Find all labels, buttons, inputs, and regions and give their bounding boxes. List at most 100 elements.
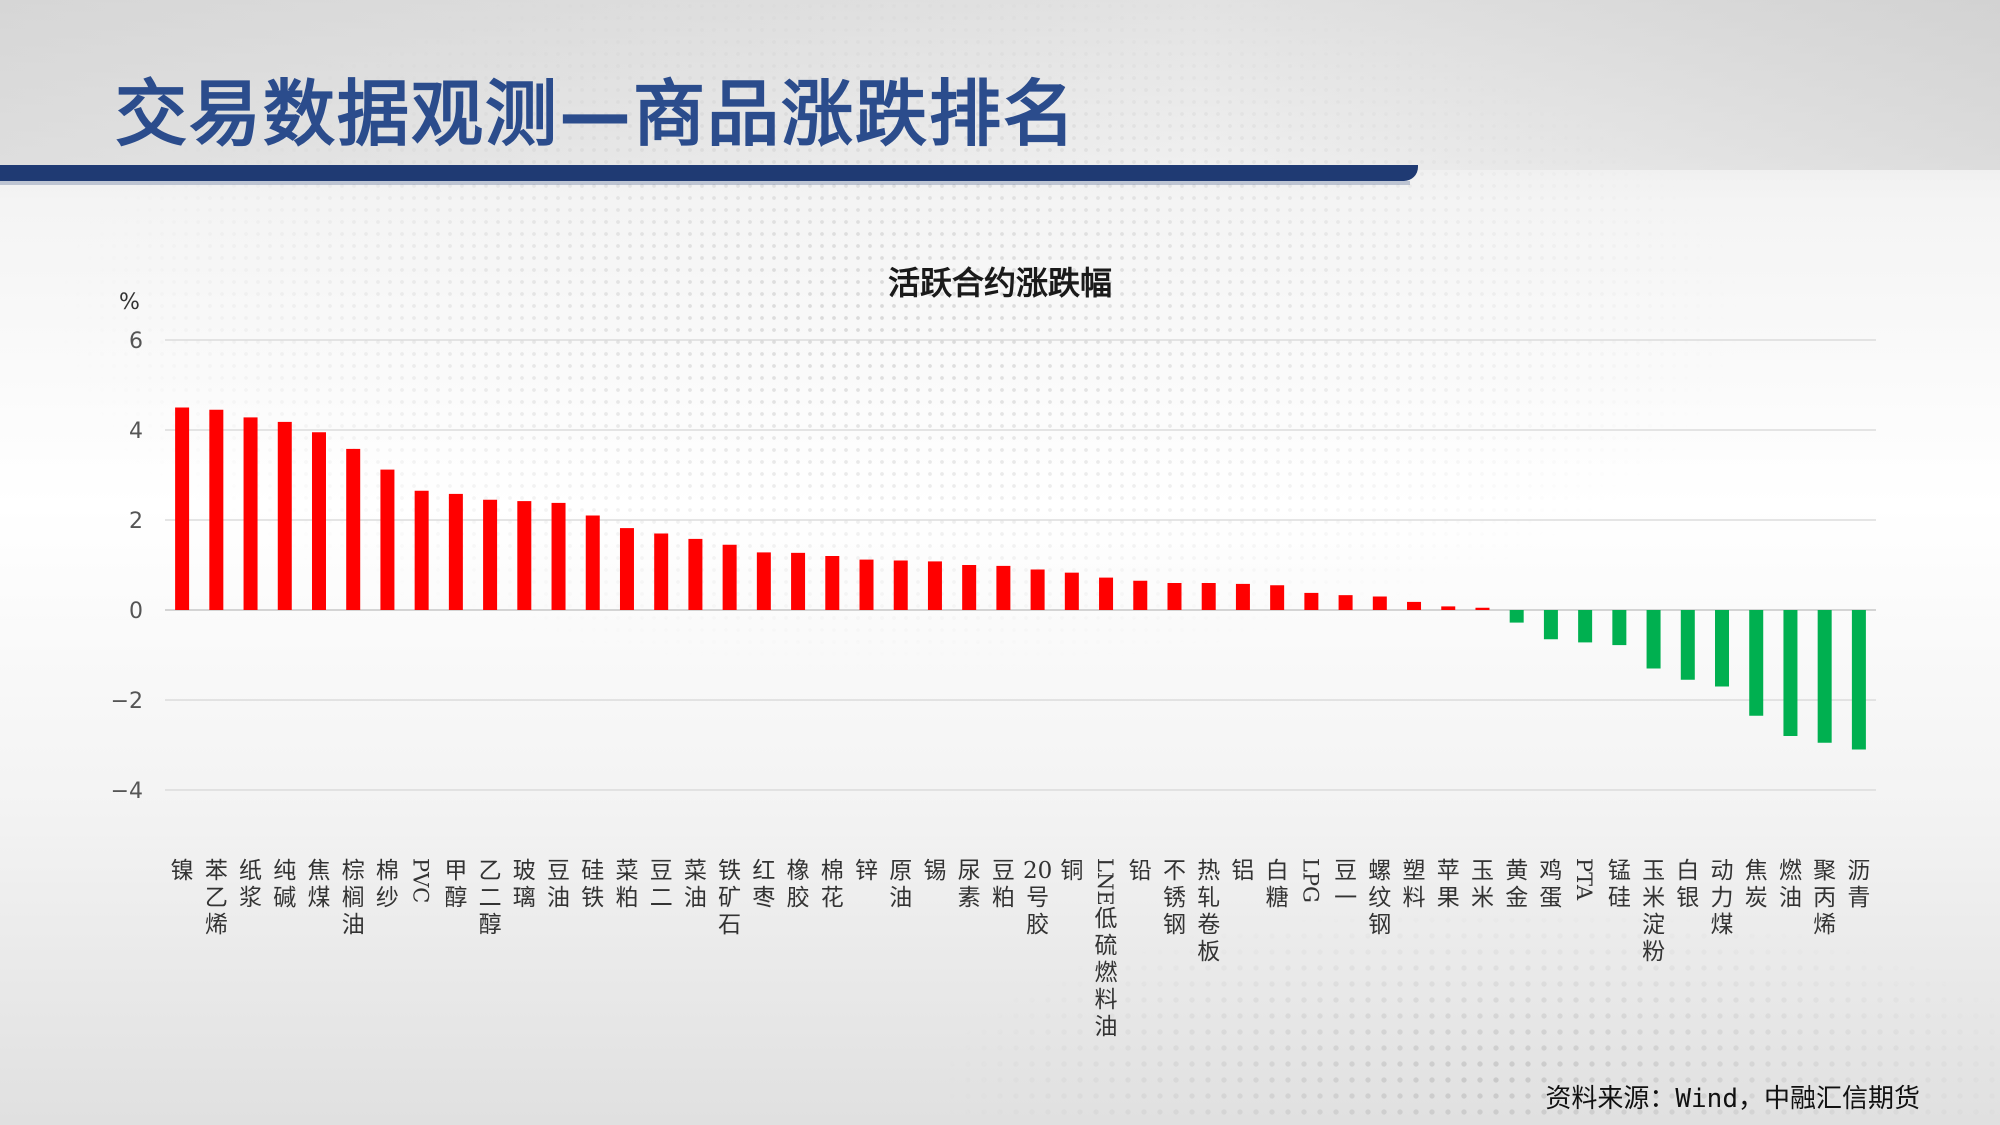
bar <box>517 501 532 610</box>
bar <box>1578 610 1593 643</box>
x-tick-label: 黄金 <box>1505 858 1528 911</box>
bar <box>859 559 874 610</box>
bar <box>688 538 703 610</box>
bar <box>654 533 669 610</box>
x-tick-label: 沥青 <box>1847 858 1870 911</box>
x-tick-label: 铁矿石 <box>718 858 741 938</box>
x-tick-label: 20 号胶 <box>1023 858 1052 938</box>
x-tick-label: 棉纱 <box>376 858 399 911</box>
x-tick-label: 棉花 <box>821 858 844 911</box>
y-tick-label: 4 <box>129 419 143 444</box>
x-tick-label: 锰硅 <box>1608 858 1631 911</box>
y-tick-label: 0 <box>129 599 143 624</box>
x-tick-label: 菜油 <box>684 858 707 911</box>
bar <box>1817 610 1832 743</box>
bar <box>927 561 942 610</box>
bar <box>483 499 498 610</box>
x-tick-label: 红枣 <box>752 858 775 911</box>
x-tick-label: 豆二 <box>650 858 673 911</box>
bar <box>1304 592 1319 610</box>
bar <box>1715 610 1730 687</box>
chart-title: 活跃合约涨跌幅 <box>887 264 1112 302</box>
x-tick-label: 甲醇 <box>444 858 467 911</box>
x-tick-label-rotated-part: PTA <box>1572 858 1596 901</box>
y-tick-label: −2 <box>111 689 143 714</box>
x-tick-label: 塑料 <box>1403 858 1426 911</box>
bar <box>1030 569 1045 610</box>
title-underline-bar <box>0 165 1418 181</box>
bar <box>551 502 566 610</box>
bar <box>380 469 395 610</box>
x-tick-label: 尿素 <box>958 858 981 911</box>
bar <box>277 421 292 610</box>
bar <box>756 552 771 610</box>
bar <box>825 556 840 610</box>
x-tick-label: 苯乙烯 <box>205 858 228 938</box>
bar <box>1475 607 1490 610</box>
x-tick-label: 橡胶 <box>787 858 810 911</box>
bar <box>893 560 908 610</box>
x-tick-label: 铅 <box>1129 858 1152 884</box>
bar <box>1851 610 1866 750</box>
bar <box>791 552 806 610</box>
x-tick-label: 锌 <box>855 858 878 884</box>
x-tick-label: 硅铁 <box>581 858 604 911</box>
bar <box>1270 585 1285 610</box>
bar <box>1407 601 1422 610</box>
source-note: 资料来源：Wind，中融汇信期货 <box>1545 1084 1920 1114</box>
bar <box>1441 606 1456 610</box>
bar <box>1372 596 1387 610</box>
bar <box>1338 595 1353 610</box>
x-tick-label: 铝 <box>1231 858 1254 884</box>
x-tick-label-rotated-part: LNE <box>1093 858 1117 906</box>
page-title: 交易数据观测—商品涨跌排名 <box>115 72 1078 156</box>
x-tick-label: 玉米淀粉 <box>1642 858 1665 965</box>
x-tick-label: 玻璃 <box>513 858 536 911</box>
bar <box>962 565 977 610</box>
y-tick-label: 2 <box>129 509 143 534</box>
x-tick-label: 棕榈油 <box>342 858 365 938</box>
bar <box>414 490 429 610</box>
bar <box>448 493 463 610</box>
bar <box>1133 580 1148 610</box>
x-tick-label-rotated-part: LPG <box>1298 858 1322 903</box>
bar <box>1509 610 1524 623</box>
x-tick-label: 燃油 <box>1779 858 1802 911</box>
x-tick-label: 聚丙烯 <box>1813 858 1836 938</box>
bar <box>1749 610 1764 716</box>
bar <box>996 565 1011 610</box>
bar <box>346 448 361 610</box>
x-tick-label: 焦煤 <box>307 858 330 911</box>
bar <box>1543 610 1558 640</box>
bar <box>722 544 737 610</box>
bar <box>243 417 258 610</box>
x-tick-label: 纸浆 <box>239 858 262 911</box>
title-underline-shadow <box>0 181 1410 185</box>
x-tick-label: 焦炭 <box>1745 858 1768 911</box>
x-tick-label: 白糖 <box>1266 858 1289 911</box>
x-tick-label: 鸡蛋 <box>1539 858 1562 911</box>
y-tick-label: −4 <box>111 779 143 804</box>
x-tick-label: 纯碱 <box>273 858 296 911</box>
bar <box>1235 583 1250 610</box>
x-tick-label: 豆粕 <box>992 858 1015 911</box>
x-tick-label: 铜 <box>1060 858 1083 884</box>
bar <box>619 528 634 610</box>
x-tick-label: 镍 <box>171 858 194 884</box>
x-tick-label: 原油 <box>889 858 912 911</box>
bar <box>175 407 190 610</box>
bar <box>1646 610 1661 669</box>
bar <box>1099 577 1114 610</box>
x-tick-label: 不锈钢 <box>1163 858 1186 938</box>
bar <box>1167 583 1182 610</box>
x-tick-label: 白银 <box>1676 858 1699 911</box>
bar <box>1064 572 1079 610</box>
bar <box>311 432 326 610</box>
x-tick-label: 低硫燃料油 <box>1095 906 1118 1040</box>
x-tick-label: 菜粕 <box>615 858 638 911</box>
x-tick-label-rotated-part: PVC <box>409 858 433 903</box>
y-tick-label: 6 <box>129 329 143 354</box>
x-tick-label: 螺纹钢 <box>1368 858 1391 938</box>
